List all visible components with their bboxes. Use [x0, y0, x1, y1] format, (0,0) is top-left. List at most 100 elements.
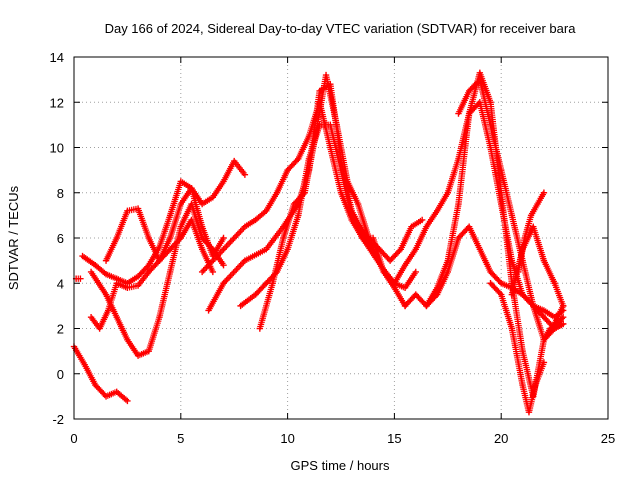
series-track-4 — [87, 200, 227, 359]
data-point — [209, 268, 217, 276]
data-point — [77, 275, 84, 282]
data-point-trail — [210, 236, 226, 258]
data-point-trail — [135, 207, 152, 240]
data-point-trail — [488, 270, 504, 286]
data-point-trail — [467, 77, 482, 93]
data-point-trail — [264, 191, 280, 213]
data-point-trail — [243, 217, 257, 229]
data-point-trail — [114, 209, 130, 240]
data-point-trail — [232, 159, 247, 177]
y-tick-label: 10 — [50, 141, 64, 156]
series-track-18 — [540, 313, 567, 344]
data-point-trail — [515, 236, 528, 274]
data-point-trail — [157, 247, 172, 263]
data-point-trail — [349, 218, 365, 240]
data-point-trail — [548, 321, 559, 331]
series-track-1 — [70, 343, 131, 405]
data-point — [220, 234, 227, 242]
data-point-trail — [360, 236, 376, 256]
data-point-trail — [392, 280, 407, 291]
data-point-trail — [104, 389, 119, 399]
data-point-trail — [445, 236, 462, 274]
y-axis-label: SDTVAR / TECUs — [6, 185, 21, 290]
data-point-trail — [103, 236, 120, 262]
data-point-trail — [316, 101, 334, 149]
data-point-trail — [355, 202, 372, 240]
axis-ticks: 0 5 10 15 20 25 -2 0 2 4 6 8 10 12 14 — [50, 50, 616, 446]
data-point-trail — [541, 259, 557, 285]
data-point-trail — [200, 247, 226, 274]
data-point-trail — [285, 214, 301, 251]
data-point-trail — [89, 270, 109, 297]
y-tick-label: 6 — [57, 231, 64, 246]
data-point-trail — [498, 168, 515, 217]
data-point-trail — [552, 282, 566, 308]
data-point-trail — [345, 180, 361, 206]
series-track-16 — [508, 223, 567, 310]
data-point-trail — [125, 338, 141, 358]
data-point-trail — [292, 190, 307, 206]
x-tick-label: 15 — [387, 431, 401, 446]
data-point-trail — [168, 236, 183, 252]
data-point-trail — [125, 274, 140, 286]
data-point-trail — [285, 157, 301, 172]
data-point-trail — [80, 254, 97, 268]
x-tick-label: 20 — [494, 431, 508, 446]
data-point-trail — [424, 292, 439, 308]
data-point-trail — [553, 321, 565, 331]
data-point-trail — [264, 225, 286, 251]
data-point-trail — [97, 309, 111, 330]
data-point-trail — [477, 78, 494, 127]
x-tick-label: 10 — [280, 431, 294, 446]
data-point-trail — [295, 134, 312, 161]
data-point-trail — [146, 258, 162, 274]
y-tick-label: 0 — [57, 367, 64, 382]
data-point-trail — [338, 168, 355, 217]
data-point-trail — [530, 225, 547, 262]
data-point-trail — [498, 293, 515, 330]
data-point — [220, 280, 227, 287]
data-point-trail — [526, 383, 539, 414]
data-point-trail — [487, 146, 505, 206]
data-point-trail — [455, 112, 473, 206]
y-tick-label: 2 — [57, 322, 64, 337]
data-point — [540, 189, 548, 196]
data-point-trail — [532, 361, 547, 387]
series-track-17 — [515, 189, 548, 276]
data-point-trail — [136, 348, 151, 359]
data-point-trail — [167, 180, 184, 217]
data-point-trail — [146, 315, 163, 353]
data-point-trail — [253, 208, 268, 222]
data-point-trail — [333, 123, 351, 183]
data-point-trail — [434, 191, 450, 213]
data-point-trail — [410, 217, 424, 229]
data-point-trail — [338, 191, 355, 222]
x-axis-label: GPS time / hours — [291, 458, 390, 473]
data-point-trail — [498, 191, 515, 285]
data-point-trail — [366, 236, 382, 252]
data-point-trail — [156, 270, 173, 319]
data-point — [198, 268, 206, 276]
data-point-trail — [280, 202, 297, 240]
data-point-trail — [499, 280, 514, 291]
x-tick-label: 5 — [177, 431, 184, 446]
data-point-trail — [199, 225, 216, 258]
data-point-trail — [488, 281, 504, 297]
chart-title: Day 166 of 2024, Sidereal Day-to-day VTE… — [105, 21, 577, 36]
data-point-trail — [530, 304, 547, 342]
y-tick-label: 14 — [50, 50, 64, 65]
data-point-trail — [522, 214, 534, 240]
data-point-trail — [542, 308, 557, 320]
data-point — [124, 397, 131, 405]
data-point — [559, 313, 567, 321]
series-track-14 — [455, 76, 567, 344]
data-point-trail — [392, 263, 408, 285]
data-point-trail — [243, 247, 268, 263]
y-tick-label: 12 — [50, 95, 64, 110]
data-point-trail — [115, 389, 130, 403]
data-point-trail — [136, 263, 151, 279]
data-point — [559, 302, 567, 310]
series-track-6 — [102, 205, 217, 276]
y-tick-label: 8 — [57, 186, 64, 201]
